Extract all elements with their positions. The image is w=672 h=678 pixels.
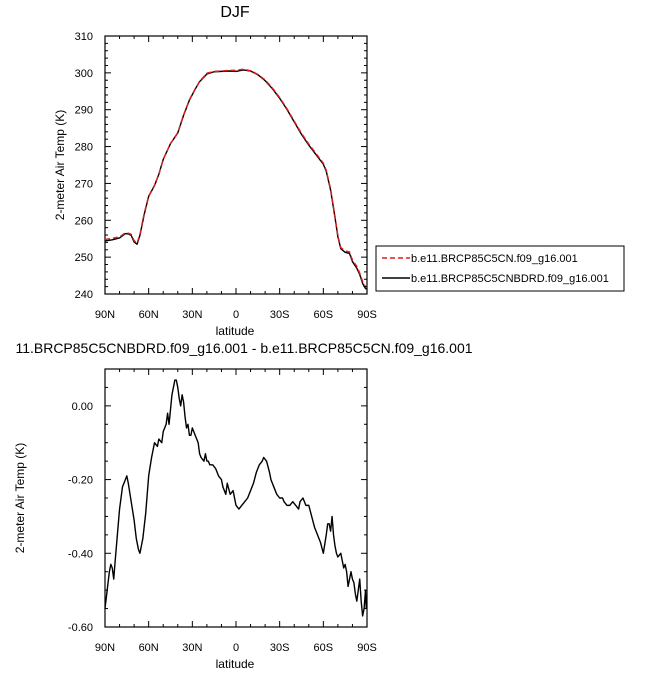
top-chart-x-axis-label: latitude [216, 324, 255, 338]
top-y-tick-label: 300 [75, 68, 93, 80]
top-chart-series [104, 68, 368, 290]
legend-box [375, 245, 625, 292]
top-y-tick-label: 260 [75, 215, 93, 227]
top-chart-title: DJF [220, 4, 250, 21]
bottom-x-tick-label: 0 [233, 642, 239, 654]
top-chart-y-axis-label: 2-meter Air Temp (K) [53, 110, 67, 220]
bottom-y-tick-label: -0.20 [68, 475, 93, 487]
top-x-tick-label: 30N [182, 309, 202, 321]
bottom-y-tick-label: -0.60 [68, 622, 93, 634]
top-x-tick-label: 90N [95, 309, 115, 321]
top-x-tick-label: 90S [357, 309, 377, 321]
top-series-line-black-solid [104, 69, 368, 290]
bottom-chart-x-axis-label: latitude [216, 657, 255, 671]
bottom-x-tick-label: 90S [357, 642, 377, 654]
bottom-y-tick-label: -0.40 [68, 548, 93, 560]
top-y-tick-label: 310 [75, 31, 93, 43]
bottom-chart-panel: 11.BRCP85C5CNBDRD.f09_g16.001 - b.e11.BR… [13, 340, 473, 671]
bottom-x-tick-label: 60N [139, 642, 159, 654]
top-y-tick-label: 280 [75, 142, 93, 154]
top-y-tick-label: 240 [75, 289, 93, 301]
bottom-chart-plot-frame [104, 368, 368, 628]
bottom-x-tick-label: 90N [95, 642, 115, 654]
bottom-chart-ticks: 90N 60N 30N 0 30S 60S 90S -0.60 -0.40 -0.20 0.00 [68, 368, 377, 654]
top-x-tick-label: 60N [139, 309, 159, 321]
legend-entry-2-label: b.e11.BRCP85C5CNBDRD.f09_g16.001 [411, 273, 609, 285]
bottom-x-tick-label: 60S [314, 642, 334, 654]
top-chart-plot-frame [104, 35, 368, 295]
top-chart-legend: b.e11.BRCP85C5CN.f09_g16.001 b.e11.BRCP8… [375, 245, 625, 292]
top-x-tick-label: 30S [270, 309, 290, 321]
bottom-chart-y-axis-label: 2-meter Air Temp (K) [13, 443, 27, 553]
bottom-series-line-black-solid [104, 379, 367, 617]
top-x-tick-label: 60S [314, 309, 334, 321]
top-series-line-red-dashed [104, 68, 368, 289]
top-x-tick-label: 0 [233, 309, 239, 321]
bottom-y-tick-label: 0.00 [72, 401, 93, 413]
top-y-tick-label: 250 [75, 252, 93, 264]
top-chart-ticks: 90N 60N 30N 0 30S 60S 90S 240 250 260 270 280 290 300… [75, 31, 377, 321]
bottom-chart-title: 11.BRCP85C5CNBDRD.f09_g16.001 - b.e11.BR… [15, 340, 472, 356]
top-chart-panel: DJF 90N 60N 30N 0 30S 60S 90S 240 250 260 270 280 29… [53, 4, 625, 338]
bottom-chart-series [104, 379, 367, 617]
bottom-x-tick-label: 30S [270, 642, 290, 654]
bottom-x-tick-label: 30N [182, 642, 202, 654]
top-y-tick-label: 270 [75, 178, 93, 190]
top-y-tick-label: 290 [75, 105, 93, 117]
legend-entry-1-label: b.e11.BRCP85C5CN.f09_g16.001 [411, 253, 578, 265]
